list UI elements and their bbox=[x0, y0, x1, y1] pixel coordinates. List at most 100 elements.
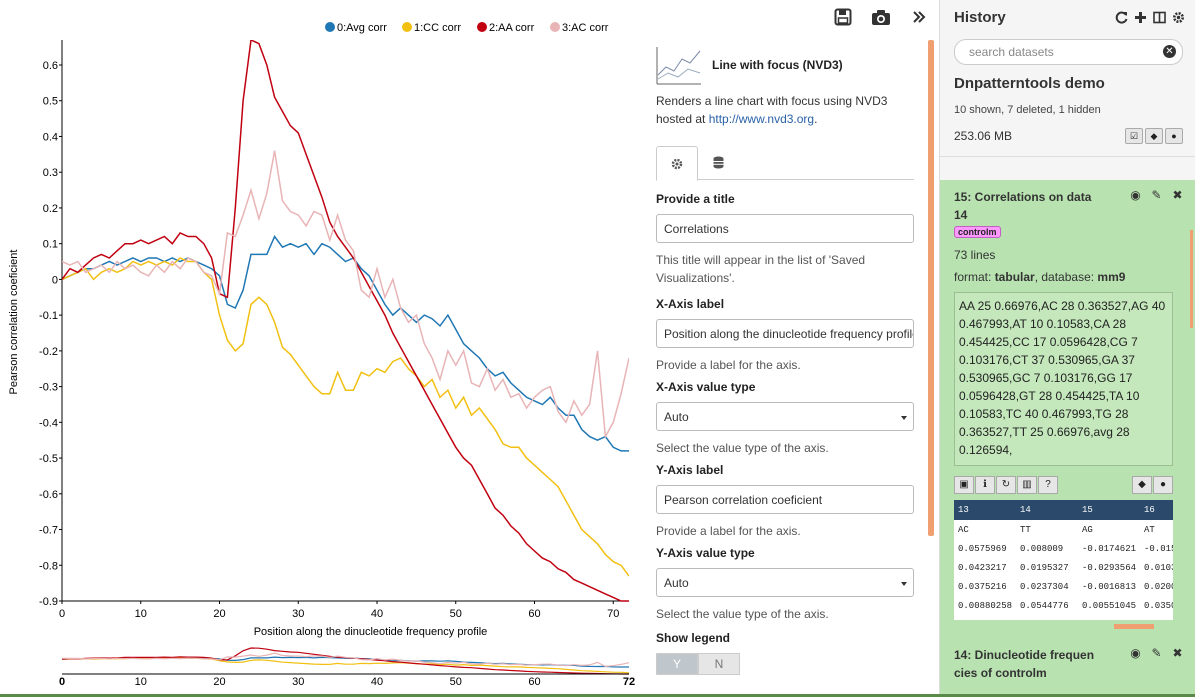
table-row: 0.00880258 0.0544776 0.00551045 0.035044 bbox=[954, 596, 1173, 615]
tab-settings[interactable] bbox=[656, 146, 698, 181]
xaxis-type-value: Auto bbox=[664, 409, 689, 424]
gear-icon[interactable] bbox=[1172, 11, 1185, 24]
viz-description-end: . bbox=[814, 112, 818, 126]
dataset-title[interactable]: 15: Correlations on data 14 bbox=[954, 190, 1092, 222]
y-tick-label: -0.6 bbox=[39, 489, 58, 501]
dataset-table: 13 14 15 16 AC TT AG AT 0.0575969 0.0080… bbox=[954, 500, 1173, 620]
comment-icon[interactable]: ● bbox=[1165, 128, 1183, 144]
camera-icon[interactable] bbox=[870, 6, 892, 28]
y-tick-label: -0.4 bbox=[39, 417, 58, 429]
double-chevron-right-icon[interactable] bbox=[908, 6, 930, 28]
table-header-cell: 14 bbox=[1020, 505, 1031, 515]
tab-data[interactable] bbox=[698, 146, 738, 178]
legend-yes-button[interactable]: Y bbox=[656, 653, 698, 675]
yaxis-label-input[interactable]: Pearson correlation coeficient bbox=[656, 485, 914, 514]
pencil-icon[interactable]: ✎ bbox=[1151, 188, 1162, 202]
table-cell: 0.020099 bbox=[1144, 581, 1173, 592]
save-icon[interactable] bbox=[832, 6, 854, 28]
chart-area: 0.6 0.5 0.4 0.3 0.2 0.1 0 -0.1 -0.2 -0.3 -0.4 -0.5 -… bbox=[8, 22, 635, 688]
delete-icon[interactable]: ✖ bbox=[1172, 646, 1183, 660]
x-axis-label: Position along the dinucleotide frequenc… bbox=[254, 626, 488, 638]
comment-icon[interactable]: ● bbox=[1153, 476, 1173, 494]
dataset-header: 14: Dinucleotide frequen cies of control… bbox=[954, 646, 1185, 682]
viz-header: Line with focus (NVD3) bbox=[656, 40, 914, 90]
table-header: 13 14 15 16 bbox=[954, 500, 1173, 520]
eye-icon[interactable]: ◉ bbox=[1130, 646, 1141, 660]
yaxis-type-value: Auto bbox=[664, 575, 689, 590]
y-tick-label: 0.6 bbox=[43, 60, 58, 72]
table-cell: 0.00551045 bbox=[1082, 600, 1137, 611]
download-icon[interactable]: ▣ bbox=[954, 476, 974, 494]
table-cell: 0.00880258 bbox=[958, 600, 1013, 611]
refresh-icon[interactable] bbox=[1115, 11, 1128, 24]
y-tick-label: 0 bbox=[52, 274, 58, 286]
delete-icon[interactable]: ✖ bbox=[1172, 188, 1183, 202]
help-icon[interactable]: ? bbox=[1038, 476, 1058, 494]
viz-tabs bbox=[656, 146, 914, 181]
y-tick-label: -0.5 bbox=[39, 453, 58, 465]
dataset-15: 15: Correlations on data 14 ◉ ✎ ✖ contro… bbox=[940, 180, 1195, 642]
search-datasets-input[interactable]: search datasets ✕ bbox=[954, 39, 1183, 65]
table-cell: -0.0174621 bbox=[1082, 543, 1137, 554]
dataset-lines: 73 lines bbox=[954, 248, 996, 262]
xaxis-type-select[interactable]: Auto bbox=[656, 402, 914, 431]
y-tick-label: 0.2 bbox=[43, 203, 58, 215]
table-cell: 0.035044 bbox=[1144, 600, 1173, 611]
y-tick-label: 0.1 bbox=[43, 239, 58, 251]
clear-search-icon[interactable]: ✕ bbox=[1163, 45, 1176, 58]
select-checkbox-icon[interactable]: ☑ bbox=[1125, 128, 1143, 144]
y-tick-label: -0.3 bbox=[39, 382, 58, 394]
tags-icon[interactable]: ◆ bbox=[1132, 476, 1152, 494]
table-cell: AT bbox=[1144, 524, 1155, 535]
table-scroll-thumb[interactable] bbox=[1114, 624, 1154, 629]
tags-icon[interactable]: ◆ bbox=[1145, 128, 1163, 144]
table-cell: AG bbox=[1082, 524, 1093, 535]
panel-scrollbar[interactable] bbox=[928, 40, 934, 536]
history-counts[interactable]: 10 shown, 7 deleted, 1 hidden bbox=[954, 104, 1101, 116]
yaxis-type-select[interactable]: Auto bbox=[656, 568, 914, 597]
history-size: 253.06 MB bbox=[954, 129, 1013, 143]
table-row: 0.0423217 0.0195327 -0.0293564 0.010341 bbox=[954, 558, 1173, 577]
table-header-cell: 13 bbox=[958, 505, 969, 515]
yaxis-label-label: Y-Axis label bbox=[656, 463, 724, 477]
plus-icon[interactable] bbox=[1134, 11, 1147, 24]
history-name[interactable]: Dnpatterntools demo bbox=[954, 75, 1105, 92]
pencil-icon[interactable]: ✎ bbox=[1151, 646, 1162, 660]
table-row: AC TT AG AT bbox=[954, 520, 1173, 539]
divider bbox=[940, 156, 1195, 165]
eye-icon[interactable]: ◉ bbox=[1130, 188, 1141, 202]
legend-no-button[interactable]: N bbox=[698, 653, 740, 675]
format-value: tabular bbox=[994, 270, 1035, 284]
nvd3-link[interactable]: http://www.nvd3.org bbox=[708, 112, 815, 126]
rerun-icon[interactable]: ↻ bbox=[996, 476, 1016, 494]
xaxis-type-label: X-Axis value type bbox=[656, 380, 756, 394]
focus-x-tick-label: 40 bbox=[371, 676, 383, 688]
y-tick-label: -0.7 bbox=[39, 525, 58, 537]
table-row: 0.0575969 0.008009 -0.0174621 -0.01599 bbox=[954, 539, 1173, 558]
xaxis-label-input[interactable]: Position along the dinucleotide frequenc… bbox=[656, 319, 914, 348]
columns-icon[interactable] bbox=[1153, 11, 1166, 24]
visualize-icon[interactable]: ▥ bbox=[1017, 476, 1037, 494]
yaxis-type-help: Select the value type of the axis. bbox=[656, 607, 829, 621]
table-cell: 0.010341 bbox=[1144, 562, 1173, 573]
dataset-actions: ◉ ✎ ✖ bbox=[1128, 646, 1185, 682]
legend-label-3: 3:AC corr bbox=[562, 22, 609, 34]
x-tick-label: 10 bbox=[135, 608, 147, 620]
series-line-0 bbox=[62, 235, 629, 452]
dataset-14: 14: Dinucleotide frequen cies of control… bbox=[940, 638, 1195, 697]
history-action-buttons: ☑ ◆ ● bbox=[1125, 128, 1183, 144]
dataset-title[interactable]: 14: Dinucleotide frequen cies of control… bbox=[954, 648, 1095, 680]
title-input[interactable]: Correlations bbox=[656, 214, 914, 243]
database-value: mm9 bbox=[1097, 270, 1126, 284]
database-icon bbox=[713, 156, 723, 168]
viz-thumbnail-icon bbox=[656, 45, 702, 85]
info-icon[interactable]: ℹ bbox=[975, 476, 995, 494]
history-scrollbar[interactable] bbox=[1190, 230, 1193, 328]
xaxis-label-label: X-Axis label bbox=[656, 297, 725, 311]
history-title: History bbox=[954, 8, 1006, 26]
focus-x-tick-label: 30 bbox=[292, 676, 304, 688]
dataset-tag[interactable]: controlm bbox=[954, 226, 1001, 238]
table-header-cell: 15 bbox=[1082, 505, 1093, 515]
title-label: Provide a title bbox=[656, 192, 735, 206]
caret-down-icon bbox=[901, 416, 907, 420]
